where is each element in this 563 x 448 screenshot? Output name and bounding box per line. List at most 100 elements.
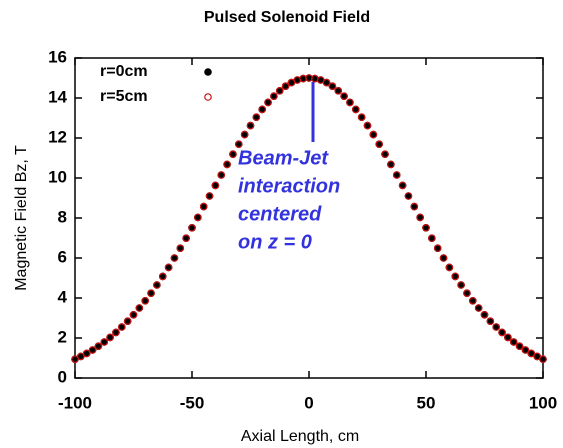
data-point — [527, 349, 536, 358]
data-point — [468, 296, 477, 305]
data-point — [229, 150, 237, 159]
data-point — [492, 323, 501, 331]
data-point — [153, 281, 161, 289]
x-axis-label: Axial Length, cm — [241, 428, 359, 445]
data-point — [515, 342, 524, 351]
data-point — [480, 310, 489, 319]
data-point — [451, 272, 460, 281]
y-tick-label: 6 — [58, 247, 67, 266]
data-point — [112, 328, 120, 337]
data-point — [375, 140, 384, 149]
data-point — [340, 92, 348, 101]
data-point — [463, 289, 471, 298]
data-point — [509, 338, 518, 346]
data-point — [176, 244, 185, 253]
data-point — [346, 98, 354, 107]
data-point — [82, 349, 91, 358]
data-point — [129, 310, 138, 319]
data-point — [141, 296, 150, 305]
data-point — [457, 281, 465, 289]
data-point — [194, 213, 202, 222]
data-point — [533, 352, 541, 361]
data-point — [381, 150, 389, 159]
y-tick-label: 4 — [58, 287, 68, 306]
data-point — [88, 346, 97, 354]
data-point — [416, 213, 424, 222]
data-point — [123, 317, 132, 326]
data-point — [270, 92, 278, 101]
data-point — [439, 254, 448, 262]
data-point — [199, 202, 208, 211]
data-point — [398, 181, 407, 190]
annotation: on z = 0 — [238, 231, 312, 253]
chart-title: Pulsed Solenoid Field — [204, 9, 370, 26]
data-point — [539, 355, 547, 364]
data-point — [258, 105, 267, 114]
data-point — [252, 113, 261, 122]
data-point — [235, 140, 243, 149]
data-point — [188, 224, 196, 232]
x-tick-label: -50 — [180, 393, 205, 412]
y-tick-label: 10 — [48, 167, 67, 186]
data-point — [433, 244, 442, 253]
y-tick-label: 2 — [58, 327, 67, 346]
data-point — [369, 130, 378, 139]
data-point — [504, 333, 512, 342]
data-point — [422, 224, 430, 232]
y-tick-label: 16 — [48, 47, 67, 66]
legend-label: r=0cm — [100, 63, 148, 80]
x-tick-label: 50 — [417, 393, 436, 412]
data-point — [170, 254, 179, 262]
annotation: Beam-Jet — [238, 147, 329, 169]
data-point — [71, 355, 79, 364]
data-point — [182, 234, 190, 243]
data-point — [474, 304, 483, 312]
x-tick-label: 100 — [529, 393, 557, 412]
data-point — [223, 160, 231, 169]
data-point — [322, 78, 331, 87]
data-point — [428, 234, 436, 243]
data-point — [147, 289, 155, 298]
data-point — [410, 202, 419, 211]
data-point — [275, 87, 284, 95]
data-point — [281, 82, 290, 91]
data-point — [135, 304, 144, 312]
data-point — [498, 328, 506, 337]
data-point — [77, 352, 85, 361]
data-point — [521, 346, 530, 354]
data-point — [164, 263, 173, 272]
data-point — [392, 171, 401, 179]
y-tick-label: 8 — [58, 207, 67, 226]
annotation: centered — [238, 203, 322, 225]
y-axis-label: Magnetic Field Bz, T — [13, 145, 30, 291]
legend-label: r=5cm — [100, 88, 148, 105]
x-tick-label: -100 — [58, 393, 92, 412]
data-point — [363, 121, 372, 130]
data-point — [351, 105, 360, 114]
y-tick-label: 14 — [48, 87, 67, 106]
y-tick-label: 0 — [58, 367, 67, 386]
data-point — [158, 272, 167, 281]
data-point — [94, 342, 103, 351]
data-point — [357, 113, 366, 122]
data-point — [246, 121, 255, 130]
data-point — [240, 130, 249, 139]
data-point — [100, 338, 109, 346]
x-tick-label: 0 — [304, 393, 313, 412]
data-point — [486, 317, 495, 326]
data-point — [404, 192, 413, 200]
data-point — [118, 323, 126, 331]
data-point — [205, 192, 214, 200]
legend-marker — [204, 68, 212, 76]
data-point — [387, 160, 395, 169]
data-point — [211, 181, 220, 190]
data-point — [217, 171, 226, 179]
y-tick-label: 12 — [48, 127, 67, 146]
data-point — [264, 98, 272, 107]
data-point — [328, 82, 337, 91]
legend-marker — [204, 93, 212, 101]
data-point — [445, 263, 454, 272]
data-point — [334, 87, 343, 95]
annotation: interaction — [238, 175, 340, 197]
